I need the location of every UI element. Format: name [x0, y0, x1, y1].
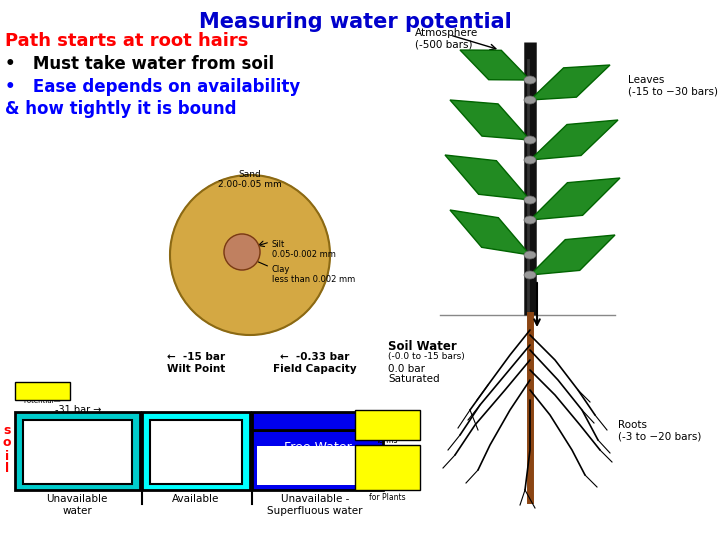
- Text: Silt
0.05-0.002 mm: Silt 0.05-0.002 mm: [272, 240, 336, 259]
- Ellipse shape: [524, 251, 536, 259]
- Polygon shape: [530, 235, 615, 275]
- Text: i: i: [5, 449, 9, 462]
- Ellipse shape: [524, 196, 536, 204]
- Text: Unavailable -
Superfluous water: Unavailable - Superfluous water: [267, 494, 363, 516]
- Ellipse shape: [524, 271, 536, 279]
- Text: Measuring water potential: Measuring water potential: [199, 12, 511, 32]
- Polygon shape: [445, 155, 530, 200]
- Circle shape: [170, 175, 330, 335]
- Text: & how tightly it is bound: & how tightly it is bound: [5, 100, 236, 118]
- Text: o: o: [3, 436, 12, 449]
- Text: ←  -0.33 bar
Field Capacity: ← -0.33 bar Field Capacity: [273, 352, 357, 374]
- Text: Roots
(-3 to −20 bars): Roots (-3 to −20 bars): [618, 420, 701, 442]
- Text: Path starts at root hairs: Path starts at root hairs: [5, 32, 248, 50]
- Text: l: l: [5, 462, 9, 476]
- Polygon shape: [530, 178, 620, 220]
- Text: Capillary: Capillary: [168, 444, 224, 457]
- Ellipse shape: [524, 76, 536, 84]
- Text: (-0.0 to -15 bars): (-0.0 to -15 bars): [388, 352, 464, 361]
- Bar: [355, 410, 420, 440]
- Text: ----Classif.
Terms: ----Classif. Terms: [368, 426, 406, 445]
- Bar: [150, 420, 242, 484]
- Text: Sand
2.00-0.05 mm: Sand 2.00-0.05 mm: [218, 170, 282, 190]
- Text: Unavailable
water: Unavailable water: [46, 494, 108, 516]
- Bar: [15, 382, 70, 400]
- Text: Free Water
Drainage: Free Water Drainage: [284, 441, 351, 469]
- Text: Clay
less than 0.002 mm: Clay less than 0.002 mm: [272, 265, 355, 285]
- Ellipse shape: [524, 96, 536, 104]
- Text: Saturated: Saturated: [388, 374, 440, 384]
- Bar: [23, 420, 132, 484]
- Ellipse shape: [524, 156, 536, 164]
- Bar: [355, 445, 420, 490]
- Polygon shape: [450, 210, 530, 255]
- Text: Available: Available: [172, 494, 220, 504]
- Text: Atmosphere
(-500 bars): Atmosphere (-500 bars): [415, 28, 478, 50]
- Bar: [15, 412, 140, 490]
- Text: •   Must take water from soil: • Must take water from soil: [5, 55, 274, 73]
- Bar: [252, 412, 383, 430]
- Text: Water
Potential—: Water Potential—: [23, 391, 60, 404]
- Text: s: s: [4, 423, 11, 436]
- Polygon shape: [460, 50, 530, 80]
- Ellipse shape: [524, 216, 536, 224]
- Text: •   Ease depends on availability: • Ease depends on availability: [5, 78, 300, 96]
- Bar: [252, 430, 383, 490]
- Polygon shape: [530, 120, 618, 160]
- Text: 0.0 bar: 0.0 bar: [388, 364, 425, 374]
- Circle shape: [224, 234, 260, 270]
- Polygon shape: [530, 65, 610, 100]
- Text: -31 bar →: -31 bar →: [55, 405, 102, 415]
- Text: Soil Water: Soil Water: [388, 340, 456, 353]
- Bar: [257, 446, 378, 485]
- Text: Hygroscopic: Hygroscopic: [39, 444, 116, 457]
- Bar: [142, 412, 250, 490]
- Polygon shape: [450, 100, 530, 140]
- Text: ---Water
Availability
for Plants: ---Water Availability for Plants: [366, 472, 408, 502]
- Text: ←  -15 bar
Wilt Point: ← -15 bar Wilt Point: [167, 352, 225, 374]
- Ellipse shape: [524, 136, 536, 144]
- Text: Leaves
(-15 to −30 bars): Leaves (-15 to −30 bars): [628, 75, 718, 97]
